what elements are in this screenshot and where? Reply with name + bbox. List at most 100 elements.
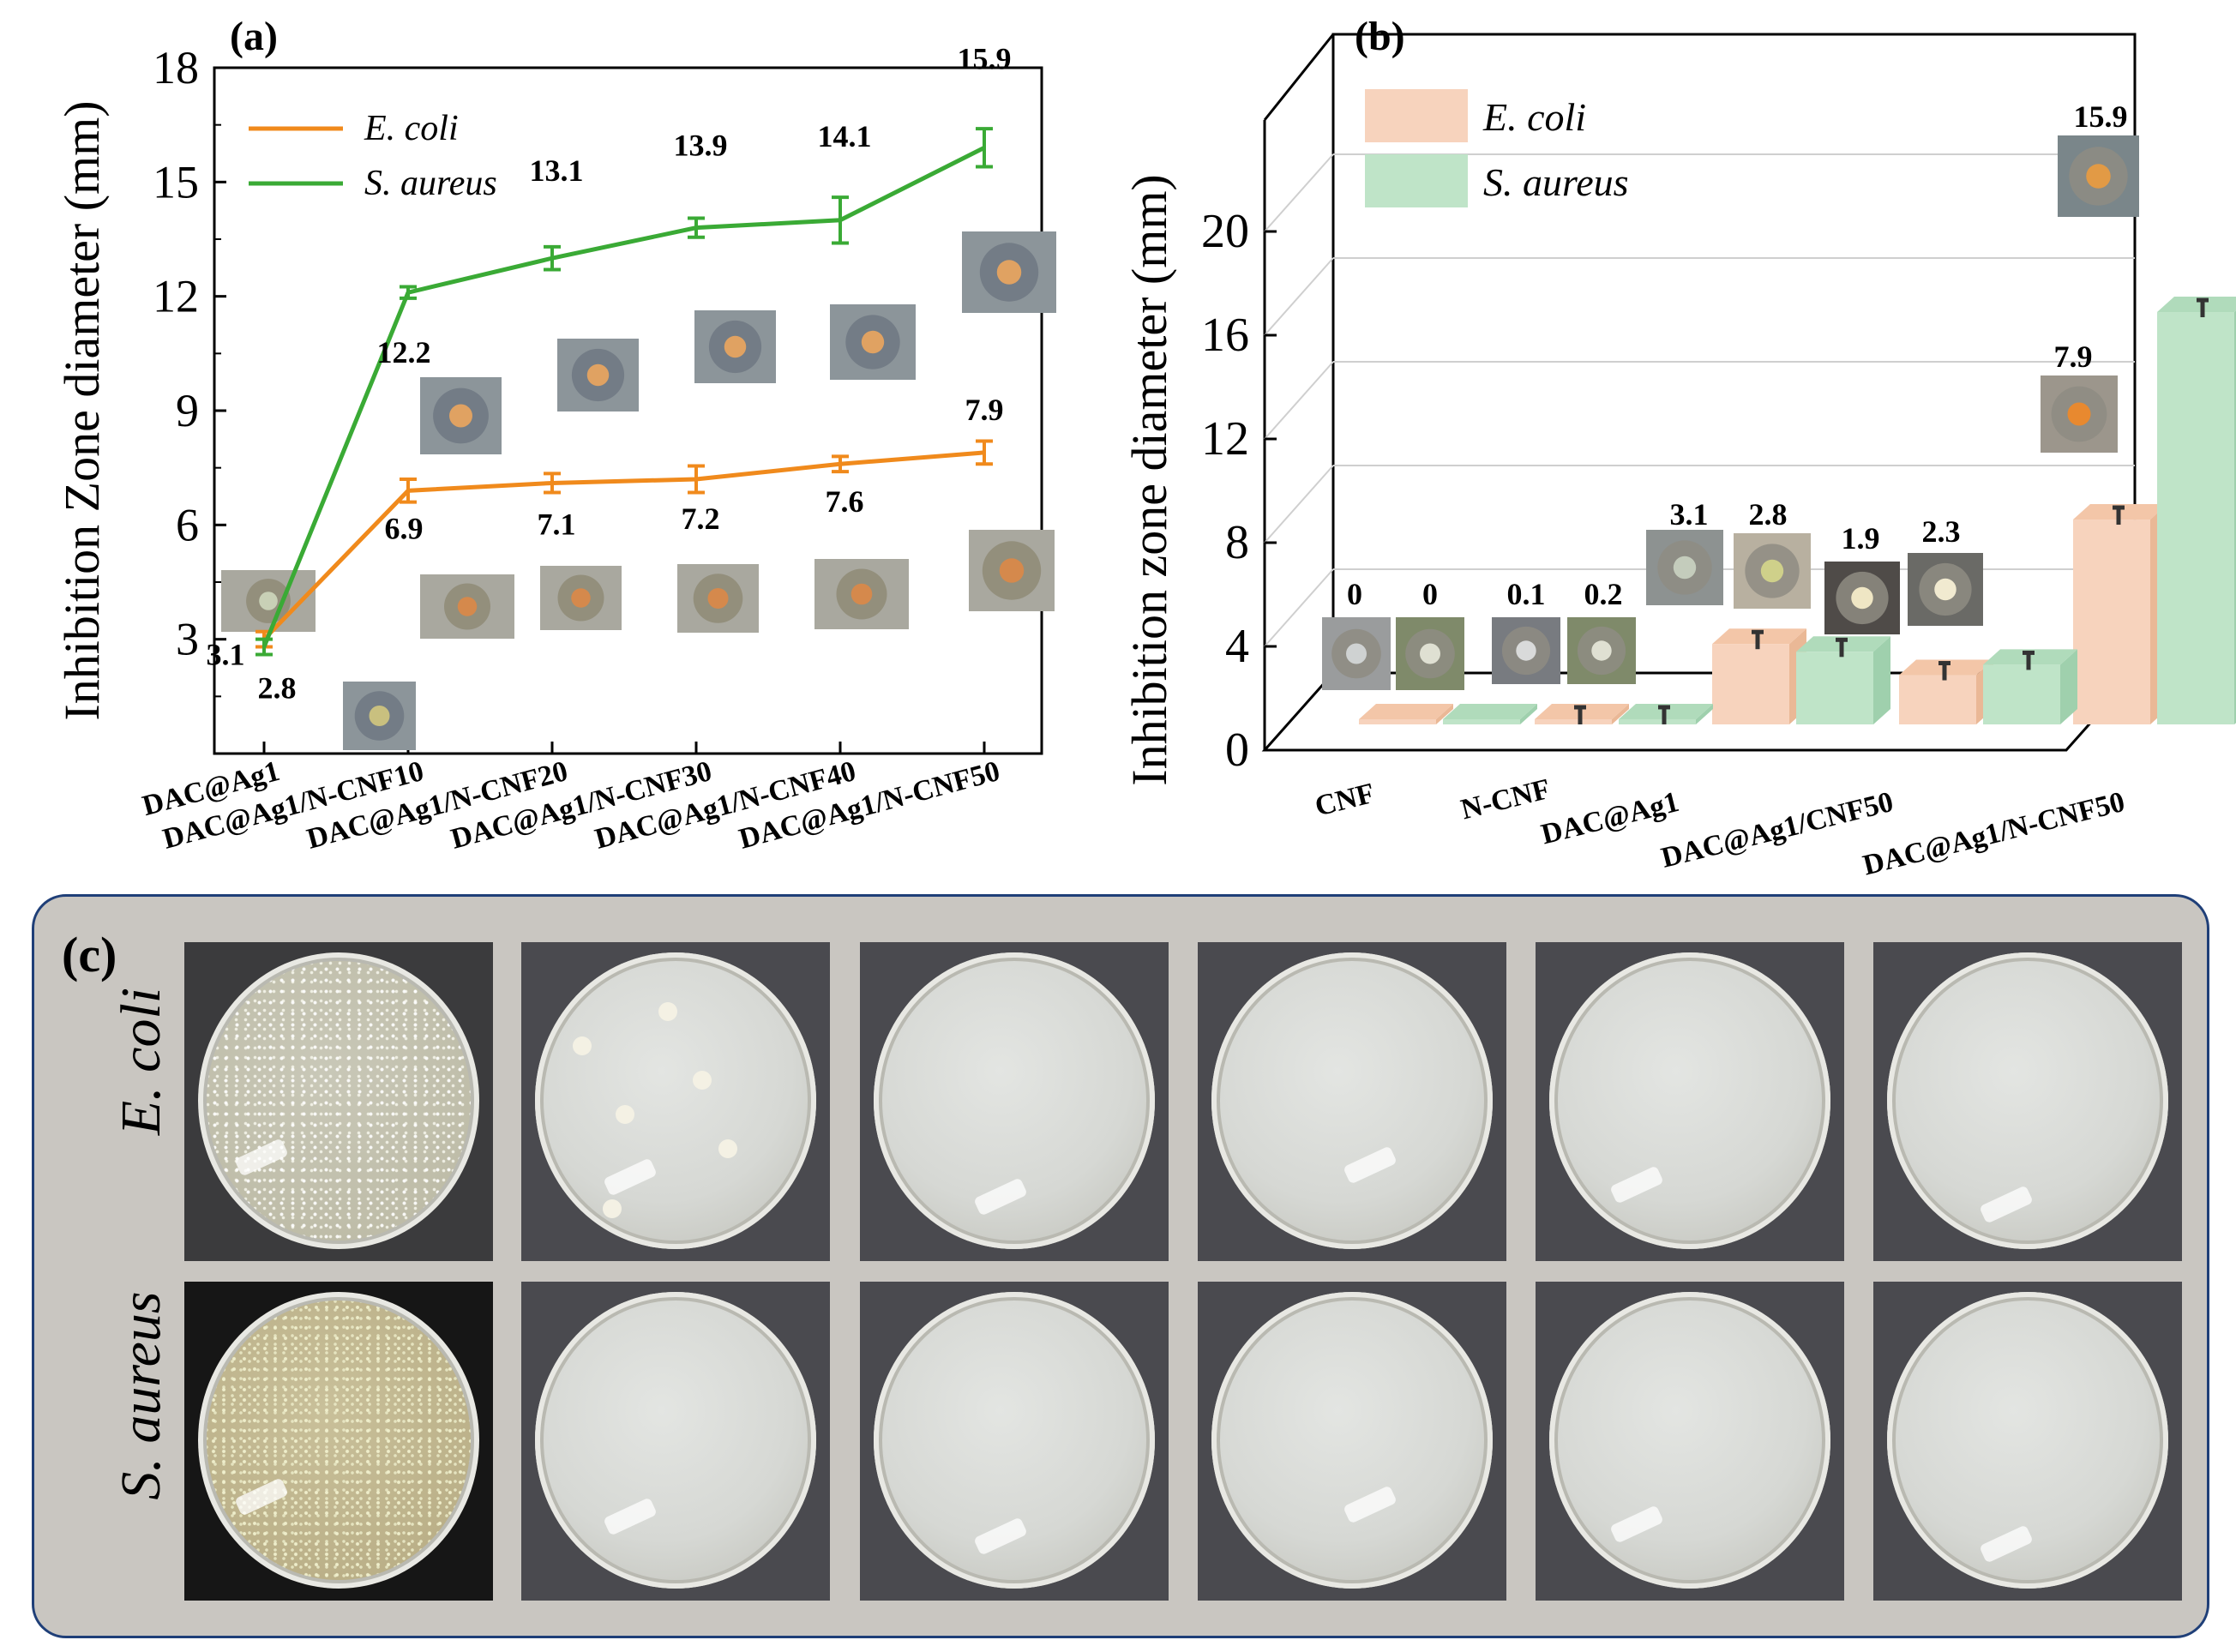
grid-line-side: [1264, 153, 1334, 232]
bacterial-colony: [693, 1071, 712, 1090]
zone-photos-a: [221, 231, 1056, 750]
legend-ecoli-label-b: E. coli: [1482, 95, 1586, 139]
ecoli-data-label: 3.1: [1670, 497, 1709, 532]
inhibition-zone-photo: [1908, 553, 1983, 626]
ecoli-bar: [1535, 719, 1612, 724]
y-tick-label: 0: [1225, 724, 1249, 777]
grid-line-side: [1264, 568, 1334, 647]
chart-b: (b) 0 4 8 12 16 20 0 0.1 3.1 1.9 7.9 0 0.2 2.8 2.3 15.…: [1121, 14, 2236, 882]
saureus-zone-photo: [694, 310, 776, 383]
saureus-zone-photo: [557, 339, 639, 411]
bar-side: [2060, 649, 2077, 724]
bacterial-colony: [603, 1199, 622, 1218]
inhibition-zone-photo: [2058, 135, 2139, 217]
bar-top: [2157, 297, 2236, 313]
petri-dish: [535, 952, 816, 1249]
saureus-bar: [1443, 719, 1520, 724]
ecoli-data-label: 7.1: [538, 507, 576, 541]
data-labels-a: 3.1 6.9 7.1 7.2 7.6 7.9 2.8 12.2 13.1 13.9 14.1 15.…: [207, 41, 1012, 705]
ecoli-data-label: 7.9: [2054, 339, 2093, 374]
ecoli-bar: [1899, 675, 1976, 724]
ecoli-data-label: 7.9: [965, 393, 1004, 427]
petri-dish: [1549, 1292, 1830, 1589]
inhibition-zone-photo: [1322, 617, 1391, 690]
saureus-data-label: 2.8: [258, 671, 297, 706]
x-tick-label: N-CNF: [1458, 773, 1554, 826]
saureus-plate-photo: [521, 1282, 830, 1601]
saureus-data-label: 13.9: [674, 129, 728, 163]
x-tick-label: CNF: [1312, 778, 1378, 823]
bacterial-colony: [573, 1036, 592, 1055]
y-tick-label: 12: [1201, 412, 1249, 466]
y-tick-label: 16: [1201, 309, 1249, 362]
saureus-plate-photo: [1198, 1282, 1506, 1601]
petri-dish: [1211, 1292, 1493, 1589]
saureus-zone-photo: [830, 304, 916, 380]
legend-ecoli-label: E. coli: [364, 109, 459, 148]
legend-saureus-label-b: S. aureus: [1483, 160, 1629, 204]
saureus-plate-photo: [860, 1282, 1169, 1601]
saureus-bar: [1796, 652, 1873, 724]
ecoli-zone-photo: [814, 559, 909, 629]
ecoli-data-label: 1.9: [1842, 521, 1880, 556]
y-tick-label: 20: [1201, 205, 1249, 258]
y-tick-label: 8: [1225, 516, 1249, 569]
ecoli-zone-photo: [540, 566, 622, 630]
petri-dish: [535, 1292, 816, 1589]
row-label-ecoli: E. coli: [110, 987, 172, 1136]
bacterial-colony: [718, 1139, 737, 1158]
saureus-zone-photo: [420, 377, 502, 454]
ecoli-data-label: 7.2: [682, 502, 720, 536]
saureus-line: [261, 146, 986, 648]
x-axis-ticks-b: CNF N-CNFDAC@Ag1DAC@Ag1/CNF50DAC@Ag1/N-CN…: [1312, 773, 2128, 882]
saureus-plate-photo: [1873, 1282, 2182, 1601]
saureus-zone-photo: [343, 682, 416, 750]
petri-dish: [198, 952, 479, 1249]
x-tick-label: DAC@Ag1/N-CNF50: [1860, 786, 2128, 882]
saureus-data-label: 2.3: [1922, 514, 1961, 549]
inhibition-zone-photo: [2041, 375, 2118, 453]
saureus-data-label: 13.1: [530, 153, 584, 188]
saureus-bar: [1983, 664, 2060, 724]
grid-line-side: [1264, 361, 1334, 440]
x-axis-ticks-a: DAC@Ag1DAC@Ag1/N-CNF10DAC@Ag1/N-CNF20DAC…: [139, 742, 1003, 856]
saureus-data-label: 0.2: [1584, 577, 1623, 611]
y-tick-label: 4: [1225, 620, 1249, 673]
x-tick-label: DAC@Ag1: [1538, 786, 1682, 851]
ecoli-data-label: 3.1: [207, 638, 245, 672]
inhibition-zone-photo: [1396, 617, 1464, 690]
saureus-data-label: 2.8: [1749, 497, 1788, 532]
data-labels-b: 0 0.1 3.1 1.9 7.9 0 0.2 2.8 2.3 15.9: [1347, 99, 2128, 611]
bar-top: [1359, 704, 1453, 719]
ecoli-plate-photo: [1536, 942, 1844, 1261]
grid-line-side: [1264, 257, 1334, 336]
bar-side: [1612, 704, 1629, 724]
x-tick-label: DAC@Ag1/CNF50: [1658, 786, 1896, 874]
left-wall-top: [1263, 33, 1335, 121]
ecoli-line: [262, 450, 985, 641]
petri-dish: [874, 1292, 1155, 1589]
bars-b: [1359, 297, 2236, 724]
panel-a-label: (a): [230, 14, 278, 59]
bar-side: [1520, 704, 1537, 724]
bar-side: [1436, 704, 1453, 724]
saureus-data-label: 14.1: [818, 119, 872, 153]
inhibition-zone-photo: [1824, 562, 1900, 634]
y-tick-label: 6: [176, 499, 199, 550]
bacterial-colony: [616, 1105, 634, 1124]
inhibition-zone-photo: [1734, 533, 1811, 609]
ecoli-data-label: 7.6: [826, 484, 864, 519]
ecoli-data-label: 0: [1347, 577, 1362, 611]
y-tick-label: 18: [153, 42, 199, 93]
ecoli-bar: [1359, 719, 1436, 724]
ecoli-plate-photo: [1873, 942, 2182, 1261]
legend-ecoli-swatch: [1365, 89, 1468, 142]
legend-saureus-label: S. aureus: [364, 164, 497, 203]
y-axis-label-a: Inhibition Zone diameter (mm): [54, 100, 110, 720]
saureus-data-label: 12.2: [377, 335, 431, 369]
ecoli-plate-photo: [1198, 942, 1506, 1261]
saureus-plate-photo: [1536, 1282, 1844, 1601]
y-axis-label-b: Inhibition zone diameter (mm): [1121, 174, 1177, 786]
petri-dish: [1549, 952, 1830, 1249]
saureus-zone-photo: [962, 231, 1056, 313]
